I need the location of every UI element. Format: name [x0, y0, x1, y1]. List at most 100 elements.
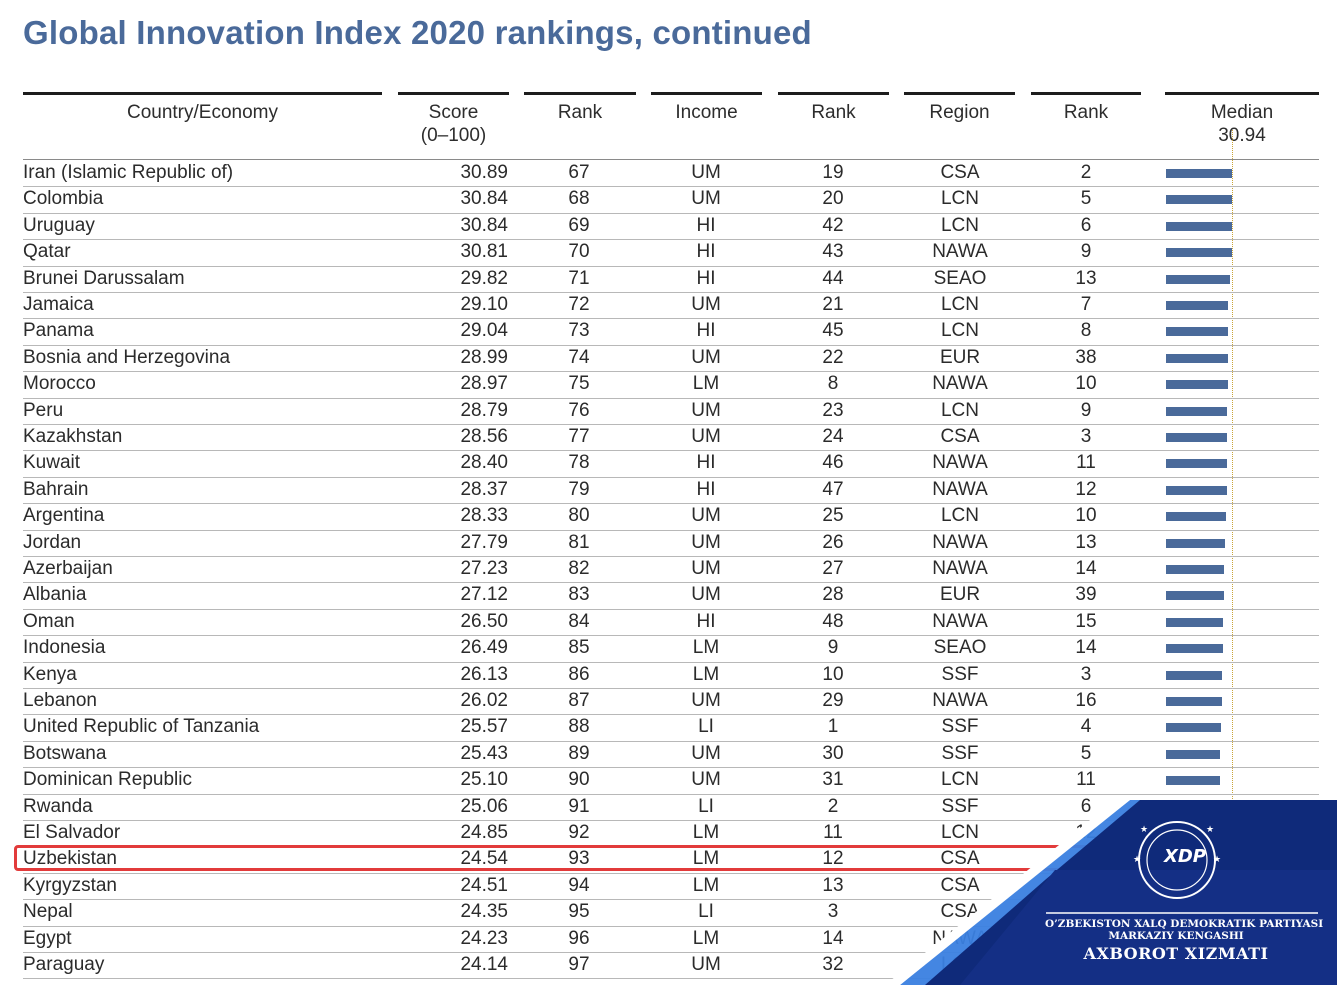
table-row: Albania 27.12 83 UM 28 EUR 39	[23, 582, 1319, 610]
cell-income-rank: 13	[822, 874, 844, 896]
cell-region-rank: 38	[1075, 346, 1097, 368]
column-header-score-line1: Score	[428, 102, 479, 123]
cell-country: United Republic of Tanzania	[23, 716, 260, 738]
cell-income-rank: 8	[827, 373, 839, 395]
table-row: Colombia 30.84 68 UM 20 LCN 5	[23, 186, 1319, 214]
cell-score: 28.40	[460, 452, 508, 474]
cell-income-rank: 10	[822, 663, 844, 685]
column-header-median-line1: Median	[1210, 102, 1274, 123]
cell-income: LM	[692, 848, 720, 870]
cell-country: Bosnia and Herzegovina	[23, 346, 231, 368]
cell-rank: 87	[568, 690, 590, 711]
cell-region: LCN	[940, 320, 979, 342]
cell-region: EUR	[939, 584, 981, 606]
cell-country: Indonesia	[23, 637, 106, 659]
cell-region-rank: 2	[1080, 162, 1092, 183]
cell-income: UM	[691, 742, 721, 764]
column-header-country: Country/Economy	[126, 102, 278, 123]
cell-income: HI	[696, 478, 716, 500]
cell-rank: 70	[568, 241, 590, 263]
score-bar	[1166, 591, 1224, 601]
cell-region-rank: 5	[1080, 874, 1092, 896]
cell-rank: 74	[568, 346, 590, 368]
score-bar	[1166, 776, 1220, 786]
cell-income: UM	[691, 954, 721, 975]
cell-region-rank: 6	[1080, 795, 1092, 817]
cell-income-rank: 27	[822, 558, 844, 579]
cell-income: UM	[691, 531, 721, 553]
score-bar	[1166, 670, 1222, 680]
table-row: Bahrain 28.37 79 HI 47 NAWA 12	[23, 477, 1319, 505]
cell-region-rank: 12	[1075, 478, 1097, 500]
cell-rank: 77	[568, 426, 590, 447]
cell-region-rank: 3	[1080, 663, 1092, 685]
column-header-income-rank: Rank	[811, 102, 856, 123]
cell-country: Iran (Islamic Republic of)	[23, 162, 234, 183]
cell-region-rank: 9	[1080, 399, 1092, 421]
cell-score: 30.84	[460, 188, 508, 210]
cell-score: 26.02	[460, 690, 508, 711]
table-row: Kenya 26.13 86 LM 10 SSF 3	[23, 662, 1319, 689]
cell-region: SEAO	[933, 637, 987, 659]
cell-rank: 79	[568, 478, 590, 500]
score-bar	[1166, 406, 1228, 416]
column-header-income: Income	[675, 102, 738, 123]
cell-rank: 72	[568, 294, 590, 315]
cell-region: SSF	[941, 795, 979, 817]
score-bar	[1166, 881, 1219, 891]
cell-income-rank: 25	[822, 505, 844, 527]
cell-income-rank: 47	[822, 478, 844, 500]
cell-country: Azerbaijan	[23, 558, 113, 579]
score-bar	[1166, 512, 1227, 522]
cell-country: Lebanon	[23, 690, 97, 711]
cell-region: EUR	[939, 346, 981, 368]
cell-region: CSA	[940, 874, 980, 896]
cell-income: HI	[696, 214, 716, 236]
cell-income: LM	[692, 927, 720, 949]
header-rule-region	[904, 92, 1015, 95]
cell-income: LM	[692, 663, 720, 685]
table-row: Panama 29.04 73 HI 45 LCN 8	[23, 318, 1319, 346]
score-bar	[1166, 908, 1218, 918]
cell-region-rank: 15	[1075, 610, 1097, 632]
column-header-region: Region	[929, 102, 990, 123]
cell-region: CSA	[940, 426, 980, 447]
cell-income: UM	[691, 294, 721, 315]
cell-rank: 94	[568, 874, 590, 896]
cell-region: NAWA	[932, 558, 988, 579]
score-bar	[1166, 301, 1229, 310]
cell-region: NAWA	[932, 241, 988, 263]
cell-country: Egypt	[23, 927, 72, 949]
cell-score: 28.97	[460, 373, 508, 395]
cell-rank: 84	[568, 610, 590, 632]
score-bar	[1166, 380, 1228, 390]
cell-income-rank: 42	[822, 214, 844, 236]
cell-income-rank: 20	[822, 188, 844, 210]
cell-score: 24.23	[460, 927, 508, 949]
table-row: Dominican Republic 25.10 90 UM 31 LCN 11	[23, 767, 1319, 795]
cell-country: Kenya	[23, 663, 77, 685]
cell-region: NAWA	[932, 610, 988, 632]
cell-income: UM	[691, 426, 721, 447]
cell-country: Rwanda	[23, 795, 93, 817]
score-bar	[1166, 353, 1228, 363]
cell-rank: 88	[568, 716, 590, 738]
cell-country: Albania	[23, 584, 87, 606]
page-title: Global Innovation Index 2020 rankings, c…	[23, 14, 812, 51]
cell-rank: 95	[568, 901, 590, 923]
score-bar	[1166, 221, 1232, 231]
cell-income-rank: 2	[827, 795, 839, 817]
cell-region: LCN	[940, 822, 979, 843]
table-row: Iran (Islamic Republic of) 30.89 67 UM 19 CSA…	[23, 160, 1319, 188]
table-row: Morocco 28.97 75 LM 8 NAWA 10	[23, 371, 1319, 399]
cell-region-rank: 10	[1075, 373, 1097, 395]
cell-region: LCN	[940, 294, 979, 315]
cell-country: Brunei Darussalam	[23, 267, 185, 289]
cell-income-rank: 32	[822, 954, 844, 975]
cell-score: 25.43	[460, 742, 508, 764]
cell-country: Colombia	[23, 188, 104, 210]
cell-region: LCN	[940, 214, 979, 236]
header-rule-income-rank	[778, 92, 889, 95]
cell-region: NAWA	[932, 478, 988, 500]
cell-income: HI	[696, 241, 716, 263]
